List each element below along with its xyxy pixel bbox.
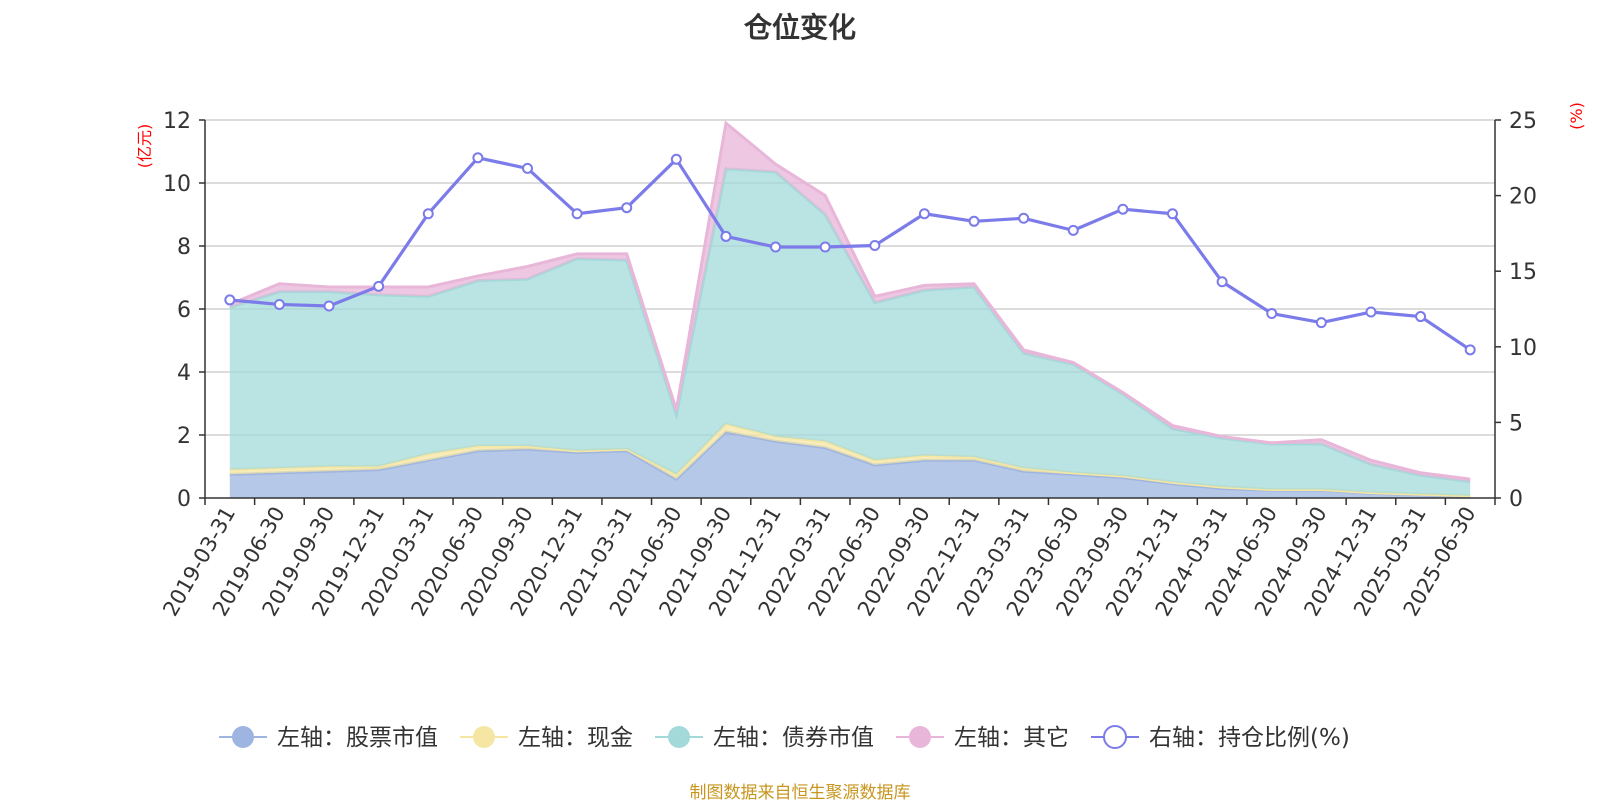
holding-ratio-point bbox=[1018, 212, 1030, 224]
holding-ratio-point bbox=[373, 280, 385, 292]
holding-ratio-point bbox=[1315, 317, 1327, 329]
right-axis-tick-label: 20 bbox=[1509, 185, 1537, 210]
legend-label: 左轴：现金 bbox=[518, 725, 633, 751]
holding-ratio-point bbox=[273, 298, 285, 310]
holding-ratio-point bbox=[1117, 203, 1129, 215]
left-axis-tick-label: 0 bbox=[177, 487, 191, 512]
left-axis-tick-label: 6 bbox=[177, 298, 191, 323]
legend-item: 右轴：持仓比例(%) bbox=[1091, 725, 1350, 751]
right-axis-tick-label: 10 bbox=[1509, 336, 1537, 361]
holding-ratio-point bbox=[472, 152, 484, 164]
holding-ratio-point bbox=[770, 241, 782, 253]
legend-marker bbox=[668, 726, 690, 748]
right-axis-tick-label: 0 bbox=[1509, 487, 1523, 512]
holding-ratio-point bbox=[869, 239, 881, 251]
holding-ratio-point bbox=[1266, 308, 1278, 320]
holding-ratio-point bbox=[1365, 306, 1377, 318]
legend-marker bbox=[1103, 725, 1127, 749]
legend: 左轴：股票市值 左轴：现金 左轴：债券市值 左轴：其它 右轴：持仓比例(%) bbox=[219, 725, 1350, 751]
right-axis-unit: (%) bbox=[1567, 102, 1586, 130]
legend-label: 左轴：债券市值 bbox=[713, 725, 874, 751]
legend-marker bbox=[473, 726, 495, 748]
left-axis-tick-label: 2 bbox=[177, 424, 191, 449]
legend-label: 左轴：其它 bbox=[954, 725, 1069, 751]
holding-ratio-point bbox=[522, 162, 533, 174]
area-1 bbox=[229, 431, 1471, 498]
area-3 bbox=[229, 168, 1471, 496]
holding-ratio-point bbox=[1464, 344, 1476, 356]
holding-ratio-point bbox=[224, 294, 236, 306]
line-series bbox=[224, 152, 1476, 356]
holding-ratio-point bbox=[1415, 311, 1427, 323]
holding-ratio-point bbox=[670, 153, 682, 165]
legend-label: 右轴：持仓比例(%) bbox=[1149, 725, 1350, 751]
legend-item: 左轴：股票市值 bbox=[219, 725, 438, 751]
legend-marker bbox=[232, 726, 254, 748]
holding-ratio-point bbox=[968, 215, 980, 227]
right-axis-tick-label: 5 bbox=[1509, 411, 1523, 436]
holding-ratio-point bbox=[571, 208, 583, 220]
holding-ratio-point bbox=[323, 300, 335, 312]
legend-item: 左轴：其它 bbox=[896, 725, 1069, 751]
legend-label: 左轴：股票市值 bbox=[277, 725, 438, 751]
right-axis-tick-label: 15 bbox=[1509, 260, 1537, 285]
legend-marker bbox=[909, 726, 931, 748]
legend-item: 左轴：现金 bbox=[460, 725, 633, 751]
holding-ratio-point bbox=[918, 208, 930, 220]
area-series bbox=[229, 120, 1471, 498]
left-axis-tick-label: 8 bbox=[177, 235, 191, 260]
left-axis-tick-label: 10 bbox=[163, 172, 191, 197]
chart-title: 仓位变化 bbox=[743, 11, 856, 44]
left-axis-tick-label: 12 bbox=[163, 109, 191, 134]
right-axis-tick-label: 25 bbox=[1509, 109, 1537, 134]
holding-ratio-point bbox=[819, 241, 831, 253]
holding-ratio-line bbox=[229, 156, 1472, 352]
holding-ratio-point bbox=[422, 208, 434, 220]
holding-ratio-point bbox=[1067, 224, 1079, 236]
left-axis-unit: (亿元) bbox=[135, 124, 154, 169]
holding-ratio-point bbox=[621, 202, 633, 214]
left-axis-tick-label: 4 bbox=[177, 361, 191, 386]
holding-ratio-point bbox=[1216, 276, 1228, 288]
holding-ratio-point bbox=[1167, 208, 1178, 220]
holding-ratio-point bbox=[720, 230, 732, 242]
data-source-note: 制图数据来自恒生聚源数据库 bbox=[689, 783, 911, 803]
legend-item: 左轴：债券市值 bbox=[655, 725, 874, 751]
